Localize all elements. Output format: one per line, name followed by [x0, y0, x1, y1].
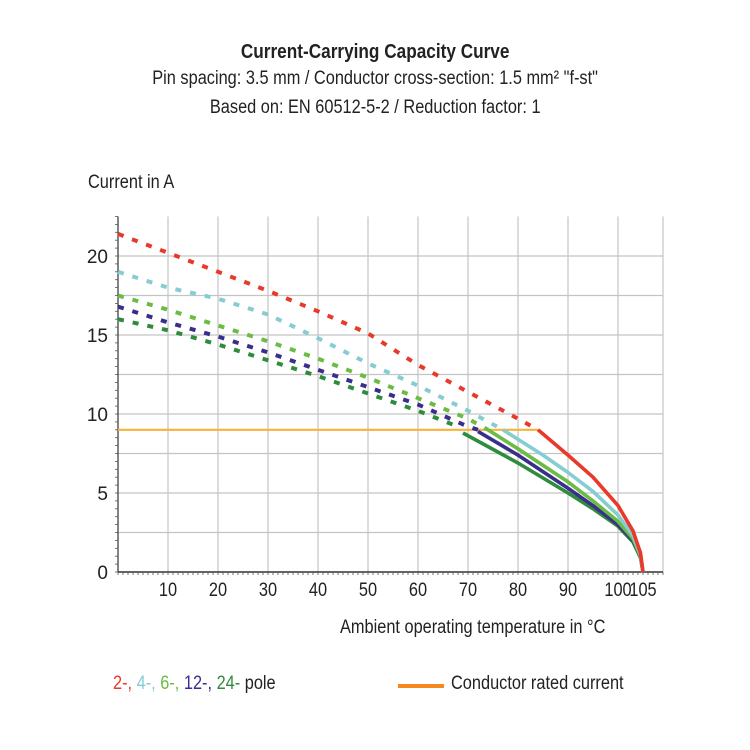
- series-4-pole-dashed-line: [117, 269, 504, 432]
- y-tick-label: 10: [87, 405, 108, 426]
- y-axis-label: Current in A: [88, 172, 175, 193]
- x-tick-label: 100: [604, 579, 631, 600]
- legend-label-6-pole: 6-,: [160, 673, 180, 694]
- y-tick-label: 20: [87, 247, 108, 268]
- y-tick-label: 15: [87, 326, 108, 347]
- legend-label-24-pole: 24-: [216, 673, 241, 694]
- legend-label-4-pole: 4-,: [136, 673, 156, 694]
- x-tick-label: 30: [259, 579, 277, 600]
- x-tick-label: 80: [509, 579, 527, 600]
- x-tick-label: 70: [459, 579, 477, 600]
- x-tick-label: 40: [309, 579, 327, 600]
- legend-rated-label: Conductor rated current: [451, 673, 624, 694]
- series-2-pole-solid-line: [536, 428, 645, 573]
- chart-title: Current-Carrying Capacity Curve: [240, 41, 510, 63]
- x-tick-label: 20: [209, 579, 227, 600]
- y-tick-label: 0: [97, 563, 108, 584]
- series-2-pole-dashed-line: [117, 232, 539, 432]
- series-24-pole-dashed-line: [117, 317, 459, 429]
- legend-label-2-pole: 2-,: [113, 673, 133, 694]
- x-tick-label: 10: [159, 579, 177, 600]
- x-tick-label: 60: [409, 579, 427, 600]
- legend-label-12-pole: 12-,: [183, 673, 213, 694]
- chart-subtitle-1: Pin spacing: 3.5 mm / Conductor cross-se…: [152, 68, 598, 89]
- x-tick-label: 105: [629, 579, 656, 600]
- x-axis-label: Ambient operating temperature in °C: [340, 617, 606, 638]
- legend-rated-swatch: [398, 684, 444, 688]
- x-tick-label: 50: [359, 579, 377, 600]
- legend-suffix: pole: [244, 673, 276, 694]
- x-tick-label: 90: [559, 579, 577, 600]
- y-tick-label: 5: [97, 484, 108, 505]
- legend-series: 2-, 4-, 6-, 12-, 24- pole: [113, 673, 276, 695]
- chart-subtitle-2: Based on: EN 60512-5-2 / Reduction facto…: [209, 97, 541, 118]
